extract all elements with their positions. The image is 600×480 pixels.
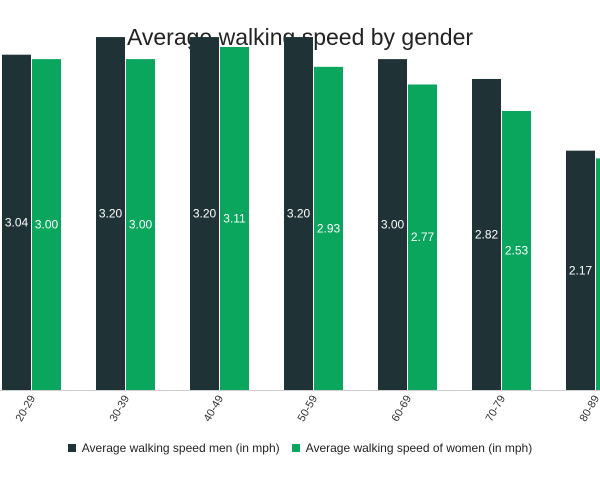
- legend-item-women: Average walking speed of women (in mph): [291, 441, 533, 455]
- x-tick-labels: 20-29 30-39 40-49 50-59 60-69 70-79 80-89: [14, 394, 600, 424]
- bar-men-30-39: [96, 37, 125, 390]
- data-label-men-20-29: 3.04: [5, 215, 29, 229]
- legend-label-women: Average walking speed of women (in mph): [305, 441, 533, 455]
- bar-men-50-59: [284, 37, 313, 390]
- data-label-women-50-59: 2.93: [317, 221, 341, 235]
- data-label-men-70-79: 2.82: [475, 227, 499, 241]
- data-label-women-60-69: 2.77: [411, 230, 435, 244]
- x-tick-label-70-79: 70-79: [484, 394, 508, 424]
- data-label-women-30-39: 3.00: [129, 218, 153, 232]
- bars-group: 3.04 3.00 3.20 3.00 3.20 3.11 3.20 2.93 3.00 2.77…: [2, 37, 600, 391]
- bar-women-30-39: [126, 59, 155, 390]
- x-tick-label-60-69: 60-69: [390, 394, 414, 424]
- bar-women-70-79: [502, 110, 531, 391]
- x-tick-label-20-29: 20-29: [14, 394, 38, 424]
- bar-women-80-89: [596, 158, 600, 390]
- data-label-men-60-69: 3.00: [381, 218, 405, 232]
- x-tick-label-40-49: 40-49: [202, 394, 226, 424]
- data-label-men-30-39: 3.20: [99, 207, 123, 221]
- bar-men-80-89: [566, 150, 595, 390]
- legend-label-men: Average walking speed men (in mph): [81, 441, 280, 455]
- data-label-men-80-89: 2.17: [569, 263, 593, 277]
- bar-men-70-79: [472, 78, 501, 391]
- legend: Average walking speed men (in mph) Avera…: [0, 441, 600, 455]
- data-label-men-50-59: 3.20: [287, 207, 311, 221]
- legend-swatch-women: [291, 444, 300, 452]
- x-tick-label-80-89: 80-89: [578, 394, 600, 424]
- bar-women-20-29: [32, 59, 61, 390]
- bar-women-60-69: [408, 84, 437, 390]
- data-label-women-20-29: 3.00: [35, 218, 59, 232]
- legend-swatch-men: [67, 444, 76, 452]
- bar-men-40-49: [190, 37, 219, 390]
- data-label-women-70-79: 2.53: [505, 243, 529, 257]
- data-label-men-40-49: 3.20: [193, 207, 217, 221]
- x-tick-label-30-39: 30-39: [108, 394, 132, 424]
- bar-women-40-49: [220, 46, 249, 391]
- bar-men-20-29: [2, 54, 31, 391]
- data-label-women-40-49: 3.11: [223, 211, 246, 225]
- bar-men-60-69: [378, 59, 407, 390]
- x-tick-label-50-59: 50-59: [296, 394, 320, 424]
- legend-item-men: Average walking speed men (in mph): [67, 441, 280, 455]
- bar-women-50-59: [314, 66, 343, 391]
